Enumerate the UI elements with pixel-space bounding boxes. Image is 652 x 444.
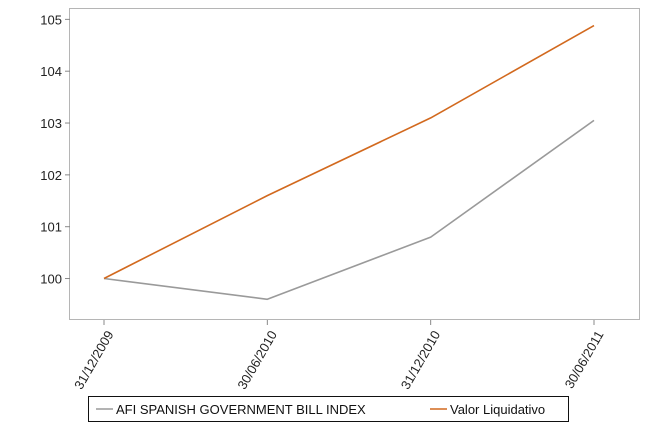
x-tick-label-1: 30/06/2010 <box>234 328 280 392</box>
y-tick-label-102: 102 <box>40 168 62 183</box>
legend-box <box>88 396 569 422</box>
series-layer <box>103 24 595 301</box>
y-tick-label-105: 105 <box>40 12 62 27</box>
legend: AFI SPANISH GOVERNMENT BILL INDEX Valor … <box>88 396 569 422</box>
x-tick-label-3: 30/06/2011 <box>562 328 607 391</box>
x-tick-label-0: 31/12/2009 <box>71 328 117 392</box>
legend-label-valor: Valor Liquidativo <box>450 402 545 417</box>
y-tick-label-101: 101 <box>40 220 62 235</box>
series-line-0 <box>103 119 595 301</box>
legend-label-afi: AFI SPANISH GOVERNMENT BILL INDEX <box>116 402 366 417</box>
series-line-1 <box>103 24 595 280</box>
y-tick-label-100: 100 <box>40 272 62 287</box>
y-tick-label-104: 104 <box>40 64 62 79</box>
plot-area <box>69 8 640 320</box>
y-axis: 100 101 102 103 104 105 <box>40 12 70 287</box>
y-tick-label-103: 103 <box>40 116 62 131</box>
x-tick-label-2: 31/12/2010 <box>398 328 444 392</box>
x-axis: 31/12/2009 30/06/2010 31/12/2010 30/06/2011 <box>71 320 607 392</box>
